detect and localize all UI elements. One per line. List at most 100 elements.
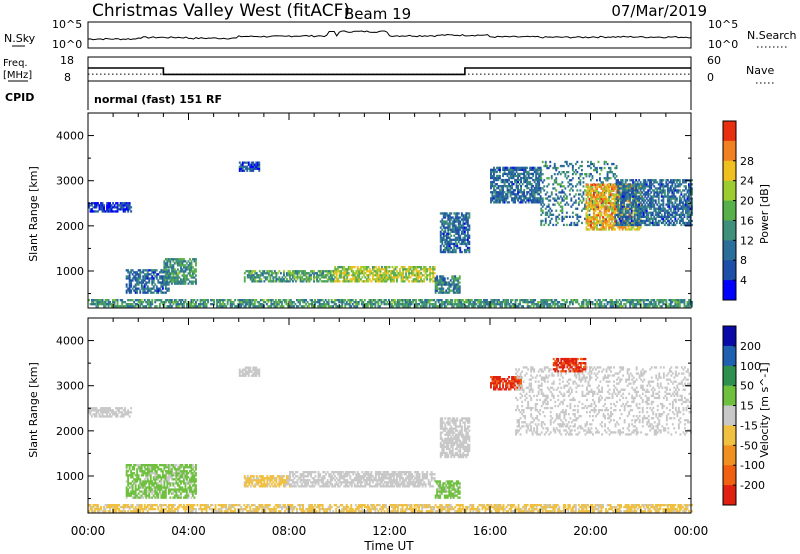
heatmap-cell — [623, 193, 626, 196]
heatmap-cell — [585, 301, 588, 304]
heatmap-cell — [644, 191, 647, 194]
heatmap-cell — [252, 270, 255, 273]
heatmap-cell — [426, 268, 429, 271]
heatmap-cell — [362, 305, 365, 308]
heatmap-cell — [166, 269, 169, 272]
heatmap-cell — [579, 199, 582, 202]
heatmap-cell — [685, 185, 687, 188]
heatmap-cell — [139, 289, 142, 292]
heatmap-cell — [629, 195, 632, 198]
heatmap-cell — [372, 303, 375, 306]
heatmap-cell — [574, 213, 577, 216]
heatmap-cell — [360, 303, 363, 306]
heatmap-cell — [118, 305, 121, 308]
heatmap-cell — [422, 303, 425, 306]
heatmap-cell — [445, 222, 448, 225]
heatmap-cell — [594, 206, 597, 209]
heatmap-cell — [246, 270, 249, 273]
heatmap-cell — [626, 179, 629, 182]
heatmap-cell — [103, 301, 105, 304]
heatmap-cell — [597, 183, 600, 186]
heatmap-cell — [657, 211, 660, 214]
heatmap-cell — [225, 305, 228, 308]
heatmap-cell — [448, 236, 451, 239]
heatmap-cell — [490, 199, 492, 202]
heatmap-cell — [157, 273, 160, 276]
heatmap-cell — [529, 193, 532, 196]
heatmap-cell — [615, 164, 618, 168]
heatmap-cell — [155, 277, 158, 280]
heatmap-cell — [231, 303, 234, 306]
heatmap-cell — [253, 299, 256, 302]
heatmap-cell — [377, 303, 380, 306]
heatmap-cell — [600, 301, 603, 304]
heatmap-cell — [211, 299, 214, 302]
heatmap-cell — [550, 191, 553, 194]
heatmap-cell — [612, 226, 615, 229]
heatmap-cell — [448, 214, 451, 217]
heatmap-cell — [496, 170, 498, 174]
heatmap-cell — [145, 305, 148, 308]
heatmap-cell — [293, 274, 296, 277]
heatmap-cell — [440, 277, 443, 280]
heatmap-cell — [415, 272, 418, 275]
heatmap-cell — [605, 214, 607, 217]
heatmap-cell — [465, 228, 468, 231]
heatmap-cell — [678, 179, 681, 182]
heatmap-cell — [300, 299, 303, 302]
heatmap-cell — [223, 303, 226, 306]
heatmap-cell — [671, 193, 674, 196]
heatmap-cell — [556, 173, 559, 176]
heatmap-cell — [173, 272, 176, 275]
heatmap-cell — [442, 277, 445, 280]
heatmap-cell — [526, 166, 529, 169]
heatmap-cell — [104, 299, 107, 302]
heatmap-cell — [663, 195, 666, 198]
heatmap-cell — [340, 274, 343, 277]
heatmap-cell — [268, 305, 271, 308]
heatmap-cell — [691, 193, 693, 196]
heatmap-cell — [426, 276, 429, 279]
heatmap-cell — [521, 168, 524, 171]
heatmap-cell — [654, 181, 657, 184]
heatmap-cell — [130, 291, 133, 294]
heatmap-cell — [381, 274, 383, 277]
heatmap-cell — [251, 272, 254, 275]
heatmap-cell — [691, 219, 693, 223]
heatmap-cell — [493, 301, 496, 304]
heatmap-cell — [623, 299, 626, 302]
heatmap-cell — [181, 303, 184, 306]
heatmap-cell — [623, 303, 626, 306]
heatmap-cell — [164, 262, 167, 265]
heatmap-cell — [425, 305, 428, 308]
heatmap-cell — [175, 282, 178, 285]
heatmap-cell — [443, 301, 446, 304]
heatmap-cell — [463, 242, 466, 246]
heatmap-cell — [561, 303, 564, 306]
heatmap-cell — [379, 272, 382, 275]
heatmap-cell — [657, 209, 660, 212]
heatmap-cell — [599, 223, 601, 227]
heatmap-cell — [404, 305, 407, 308]
heatmap-cell — [246, 165, 249, 168]
heatmap-cell — [538, 174, 541, 178]
heatmap-cell — [648, 193, 651, 196]
heatmap-cell — [666, 197, 669, 200]
heatmap-cell — [277, 303, 280, 306]
heatmap-cell — [617, 197, 619, 201]
heatmap-cell — [312, 301, 315, 304]
heatmap-cell — [146, 291, 149, 294]
heatmap-cell — [527, 187, 530, 190]
heatmap-cell — [161, 279, 164, 282]
heatmap-cell — [617, 205, 619, 208]
heatmap-cell — [657, 187, 660, 190]
heatmap-cell — [627, 299, 630, 302]
heatmap-cell — [576, 183, 579, 186]
heatmap-cell — [511, 299, 514, 302]
heatmap-cell — [505, 303, 508, 306]
heatmap-cell — [394, 303, 396, 306]
heatmap-cell — [636, 213, 639, 216]
heatmap-cell — [514, 193, 516, 196]
heatmap-cell — [418, 303, 420, 306]
heatmap-cell — [611, 207, 613, 210]
